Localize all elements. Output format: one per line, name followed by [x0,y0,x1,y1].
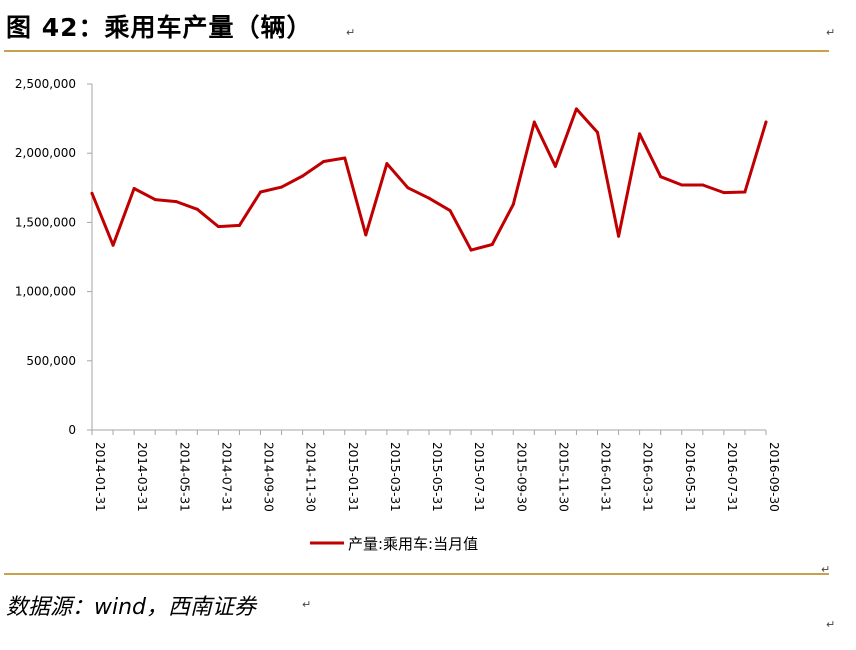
data-point [680,183,684,187]
y-tick-label: 1,000,000 [15,285,76,299]
data-point [259,190,262,194]
data-point [701,183,705,187]
x-tick-label: 2014-09-30 [262,442,276,512]
data-point [301,174,305,178]
y-tick-label: 2,500,000 [15,77,76,91]
chart-series [90,107,768,252]
data-point [343,156,347,160]
paragraph-mark: ↵ [346,26,356,39]
data-point [153,198,157,202]
y-axis-ticks: 0 500,000 1,000,000 1,500,000 2,000,000 2,500… [15,77,92,437]
data-point [385,162,389,166]
bottom-rule [4,573,829,575]
data-point [511,202,515,206]
data-point [195,207,199,211]
data-point [280,185,284,189]
chart-legend: 产量:乘用车:当月值 [310,535,478,553]
legend-label: 产量:乘用车:当月值 [348,535,478,553]
data-point [722,191,726,195]
y-tick-label: 2,000,000 [15,146,76,160]
x-tick-label: 2015-09-30 [514,442,528,512]
line-chart: 0 500,000 1,000,000 1,500,000 2,000,000 2,500… [15,77,781,553]
x-tick-label: 2014-05-31 [177,442,191,512]
data-point [90,191,94,195]
paragraph-mark: ↵ [826,26,836,39]
y-tick-label: 500,000 [26,354,76,368]
paragraph-mark: ↵ [302,598,312,611]
data-point [532,120,536,124]
data-point [764,120,768,124]
data-point [574,107,578,111]
data-point [490,243,494,247]
data-point [111,243,115,247]
data-point [617,234,621,238]
data-point [659,175,663,179]
x-tick-label: 2014-11-30 [304,442,318,512]
data-point [596,130,599,134]
y-tick-label: 0 [68,423,76,437]
data-point [638,132,642,136]
x-tick-label: 2015-07-31 [472,442,486,512]
top-rule [4,50,829,52]
paragraph-mark: ↵ [821,563,831,576]
x-tick-label: 2015-01-31 [346,442,360,512]
data-point [364,233,368,237]
data-point [553,164,557,168]
data-point [427,196,431,200]
x-tick-label: 2016-09-30 [767,442,781,512]
x-tick-label: 2016-05-31 [683,442,697,512]
figure-title: 图 42：乘用车产量（辆） [6,13,313,42]
data-point [132,186,136,190]
data-point [743,190,747,194]
figure-source: 数据源：wind，西南证券 [6,595,257,620]
x-tick-label: 2015-03-31 [388,442,402,512]
x-axis-ticks: 2014-01-31 2014-03-31 2014-05-31 2014-07-31… [91,430,781,512]
x-tick-label: 2014-03-31 [135,442,149,512]
data-point [216,225,220,229]
x-tick-label: 2014-01-31 [93,442,107,512]
x-tick-label: 2014-07-31 [219,442,233,512]
data-point [174,200,178,204]
y-tick-label: 1,500,000 [15,215,76,229]
data-point [322,160,326,164]
x-tick-label: 2015-05-31 [430,442,444,512]
data-point [469,248,473,252]
x-tick-label: 2016-07-31 [725,442,739,512]
x-tick-label: 2016-01-31 [599,442,613,512]
data-point [448,209,452,213]
data-point [237,223,241,227]
data-point [406,186,410,190]
x-tick-label: 2016-03-31 [641,442,655,512]
x-tick-label: 2015-11-30 [556,442,570,512]
paragraph-mark: ↵ [826,618,836,631]
chart-axes [91,84,766,431]
series-line [90,107,768,252]
